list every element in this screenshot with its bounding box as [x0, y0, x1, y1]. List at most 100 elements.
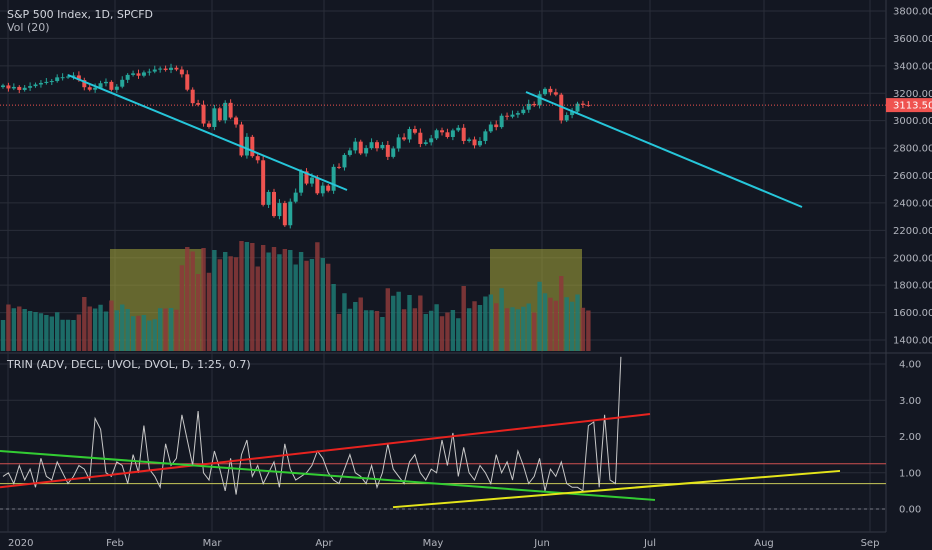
volume-bar — [266, 252, 271, 351]
candle-body — [440, 130, 445, 133]
volume-bar — [548, 297, 553, 351]
volume-bar — [174, 309, 179, 351]
candle-body — [412, 129, 417, 133]
candle-body — [55, 77, 60, 82]
volume-bar — [336, 314, 342, 351]
volume-bar — [233, 257, 239, 351]
volume-bar — [206, 272, 212, 351]
candle-body — [179, 69, 184, 75]
volume-bar — [439, 316, 445, 351]
volume-bar — [271, 247, 277, 351]
trendline-cyan-1 — [67, 74, 348, 191]
candle-body — [396, 137, 401, 149]
volume-bar — [483, 296, 488, 351]
volume-bar — [385, 288, 391, 351]
volume-bar — [260, 245, 266, 351]
volume-bar — [168, 308, 174, 351]
volume-bar — [380, 317, 385, 351]
volume-bar — [125, 309, 130, 351]
price-tick-label: 3800.00 — [893, 7, 932, 18]
candle-body — [564, 115, 569, 121]
candle-body — [521, 109, 526, 114]
candle-body — [206, 123, 211, 127]
candle-body — [71, 75, 76, 77]
candle-body — [282, 203, 287, 226]
trin-legend: TRIN (ADV, DECL, UVOL, DVOL, D, 1:25, 0.… — [7, 358, 251, 371]
volume-bar — [179, 265, 185, 351]
volume-bar — [580, 307, 586, 351]
x-tick-label: Sep — [861, 538, 880, 549]
volume-bar — [217, 259, 222, 351]
volume-bar — [407, 295, 412, 351]
candle-body — [244, 136, 249, 156]
candle-body — [445, 132, 450, 137]
candle-body — [158, 68, 163, 70]
volume-bar — [147, 320, 152, 351]
volume-bar — [195, 274, 201, 351]
candle-body — [418, 132, 423, 144]
volume-bar — [374, 311, 380, 351]
candle-body — [543, 88, 547, 95]
candle-body — [44, 81, 49, 83]
volume-bar — [298, 252, 304, 351]
trin-title: TRIN (ADV, DECL, UVOL, DVOL, D, 1:25, 0.… — [7, 358, 251, 371]
candle-body — [147, 71, 152, 73]
candle-body — [239, 124, 244, 156]
volume-bar — [185, 247, 190, 351]
volume-bar — [71, 320, 76, 351]
volume-bar — [510, 307, 515, 351]
volume-bar — [472, 301, 477, 351]
volume-bar — [466, 308, 472, 351]
volume-bar — [38, 313, 44, 351]
volume-bar — [163, 308, 168, 351]
candle-body — [515, 113, 520, 115]
x-tick-label: May — [423, 538, 444, 549]
trin-tick-label: 1.00 — [899, 468, 921, 479]
volume-bar — [293, 264, 298, 351]
volume-bar — [542, 293, 548, 351]
volume-bar — [363, 310, 369, 351]
volume-bar — [22, 309, 27, 351]
last-price-tag: 3113.50 — [893, 101, 932, 112]
candle-body — [293, 192, 298, 202]
volume-bar — [152, 319, 157, 351]
candle-body — [467, 139, 472, 141]
candle-body — [456, 127, 461, 131]
candle-body — [337, 166, 342, 168]
candle-body — [320, 185, 325, 194]
x-tick-label: Jun — [533, 538, 550, 549]
volume-bar — [461, 286, 466, 351]
candle-body — [353, 141, 358, 151]
volume-bar — [130, 316, 136, 351]
candle-body — [461, 127, 466, 141]
volume-bar — [369, 310, 374, 351]
volume-bar — [445, 312, 450, 351]
volume-bar — [244, 242, 250, 351]
volume-bar — [494, 303, 499, 351]
candle-body — [266, 191, 271, 205]
candle-body — [364, 148, 369, 154]
volume-bar — [288, 250, 293, 351]
candle-body — [152, 69, 157, 72]
volume-bar — [103, 311, 109, 351]
candle-body — [391, 148, 396, 157]
volume-bar — [412, 308, 418, 351]
volume-bar — [320, 258, 325, 351]
candle-body — [272, 191, 276, 217]
trendline-cyan-2 — [525, 91, 803, 208]
volume-bar — [27, 311, 33, 351]
price-tick-label: 1800.00 — [893, 281, 932, 292]
candle-body — [228, 102, 233, 118]
volume-bar — [526, 303, 531, 351]
volume-bar — [98, 304, 103, 351]
candle-body — [125, 74, 130, 80]
volume-bar — [201, 248, 206, 351]
volume-bar — [488, 294, 493, 351]
main-legend: S&P 500 Index, 1D, SPCFD Vol (20) — [7, 8, 153, 34]
volume-bar — [450, 310, 456, 351]
volume-bar — [396, 291, 401, 351]
volume-bar — [17, 306, 22, 351]
candle-body — [580, 103, 585, 105]
volume-bar — [564, 297, 569, 351]
